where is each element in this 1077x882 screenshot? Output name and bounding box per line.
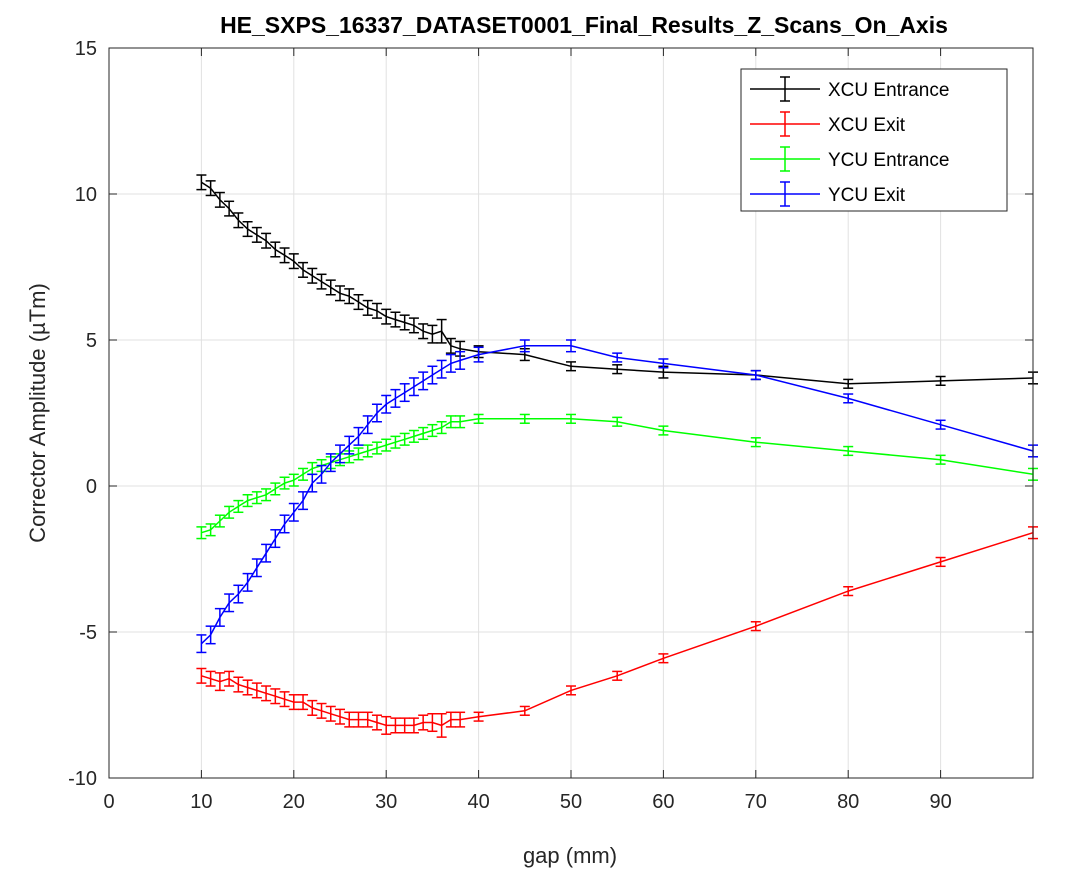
y-tick-label: 0: [86, 476, 97, 498]
x-tick-label: 20: [283, 791, 305, 813]
series-line: [200, 345, 1034, 645]
x-tick-label: 60: [652, 791, 674, 813]
chart-title: HE_SXPS_16337_DATASET0001_Final_Results_…: [220, 12, 948, 38]
series-line: [201, 531, 1034, 727]
x-tick-label: 0: [103, 791, 114, 813]
series-line: [201, 418, 1034, 534]
y-tick-label: 15: [75, 38, 97, 60]
x-tick-label: 40: [467, 791, 489, 813]
x-axis-label: gap (mm): [523, 843, 617, 868]
y-axis-label: Corrector Amplitude (µTm): [25, 283, 50, 543]
x-tick-label: 70: [745, 791, 767, 813]
series-group: [196, 526, 1038, 738]
x-tick-label: 80: [837, 791, 859, 813]
legend-label: YCU Exit: [828, 185, 906, 206]
x-tick-label: 90: [929, 791, 951, 813]
x-tick-label: 50: [560, 791, 582, 813]
y-tick-label: 10: [75, 184, 97, 206]
series-group: [196, 339, 1038, 654]
legend: XCU Entrance XCU Exit YCU Entrance YCU Exit: [740, 68, 1008, 212]
series-line: [200, 181, 1034, 385]
y-tick-label: 5: [86, 330, 97, 352]
series-group: [196, 413, 1038, 540]
legend-label: XCU Entrance: [828, 80, 949, 101]
y-tick-label: -10: [68, 768, 97, 790]
x-tick-label: 30: [375, 791, 397, 813]
legend-label: XCU Exit: [828, 115, 906, 136]
legend-label: YCU Entrance: [828, 150, 949, 171]
series-layer: [196, 174, 1038, 738]
y-tick-label: -5: [79, 622, 97, 644]
x-tick-label: 10: [190, 791, 212, 813]
axis-ticks: 0 10 20 30 40 50 60 70 80 90 -10 -5 0 5 10 15: [68, 38, 1033, 813]
